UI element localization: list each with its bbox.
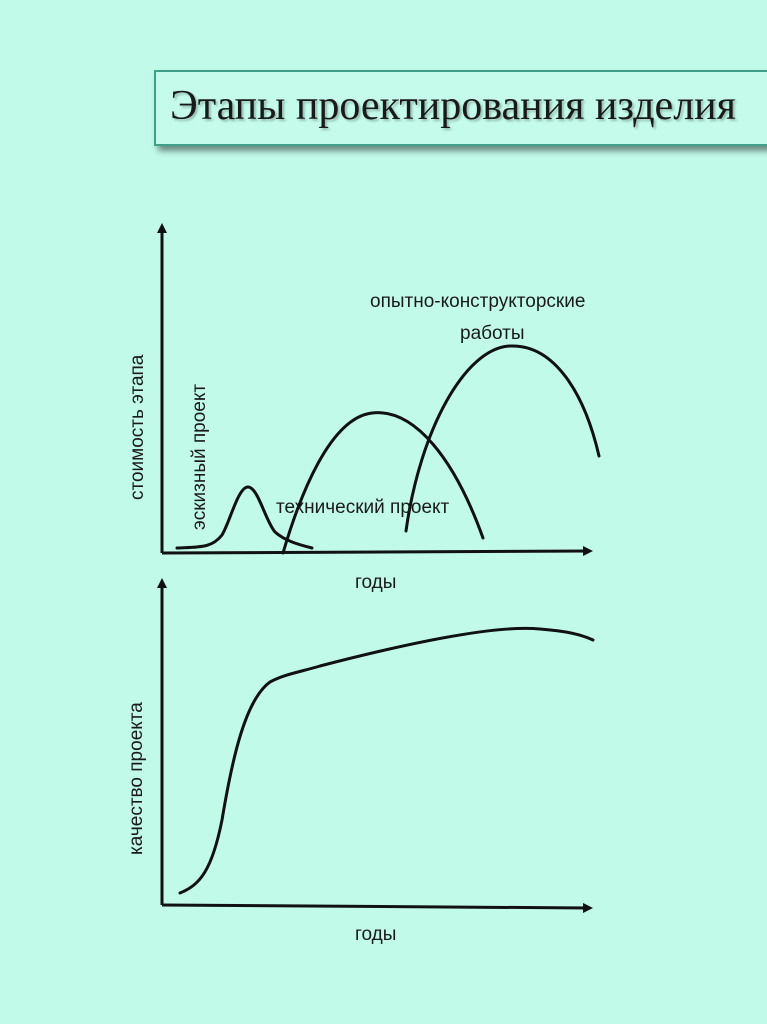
rnd-works-curve	[404, 344, 601, 533]
title-box: Этапы проектирования изделия	[154, 70, 767, 146]
quality-y-label: качество проекта	[126, 702, 147, 855]
cost-x-label: годы	[355, 572, 396, 593]
cost-y-label: стоимость этапа	[127, 354, 148, 500]
slide-title: Этапы проектирования изделия	[170, 83, 736, 129]
rnd-works-label-line1: опытно-конструкторские	[370, 291, 585, 312]
technical-project-curve	[281, 411, 485, 555]
cost-chart: стоимость этапа годы эскизный проект тех…	[127, 223, 601, 593]
quality-x-axis	[161, 902, 593, 913]
technical-project-label: технический проект	[276, 497, 450, 518]
sketch-project-curve	[175, 485, 314, 550]
sketch-project-label: эскизный проект	[189, 384, 210, 530]
cost-x-axis	[161, 546, 593, 557]
quality-x-label: годы	[355, 924, 396, 945]
rnd-works-label-line2: работы	[460, 323, 525, 344]
quality-chart: качество проекта годы	[126, 578, 595, 945]
quality-curve	[178, 626, 595, 895]
